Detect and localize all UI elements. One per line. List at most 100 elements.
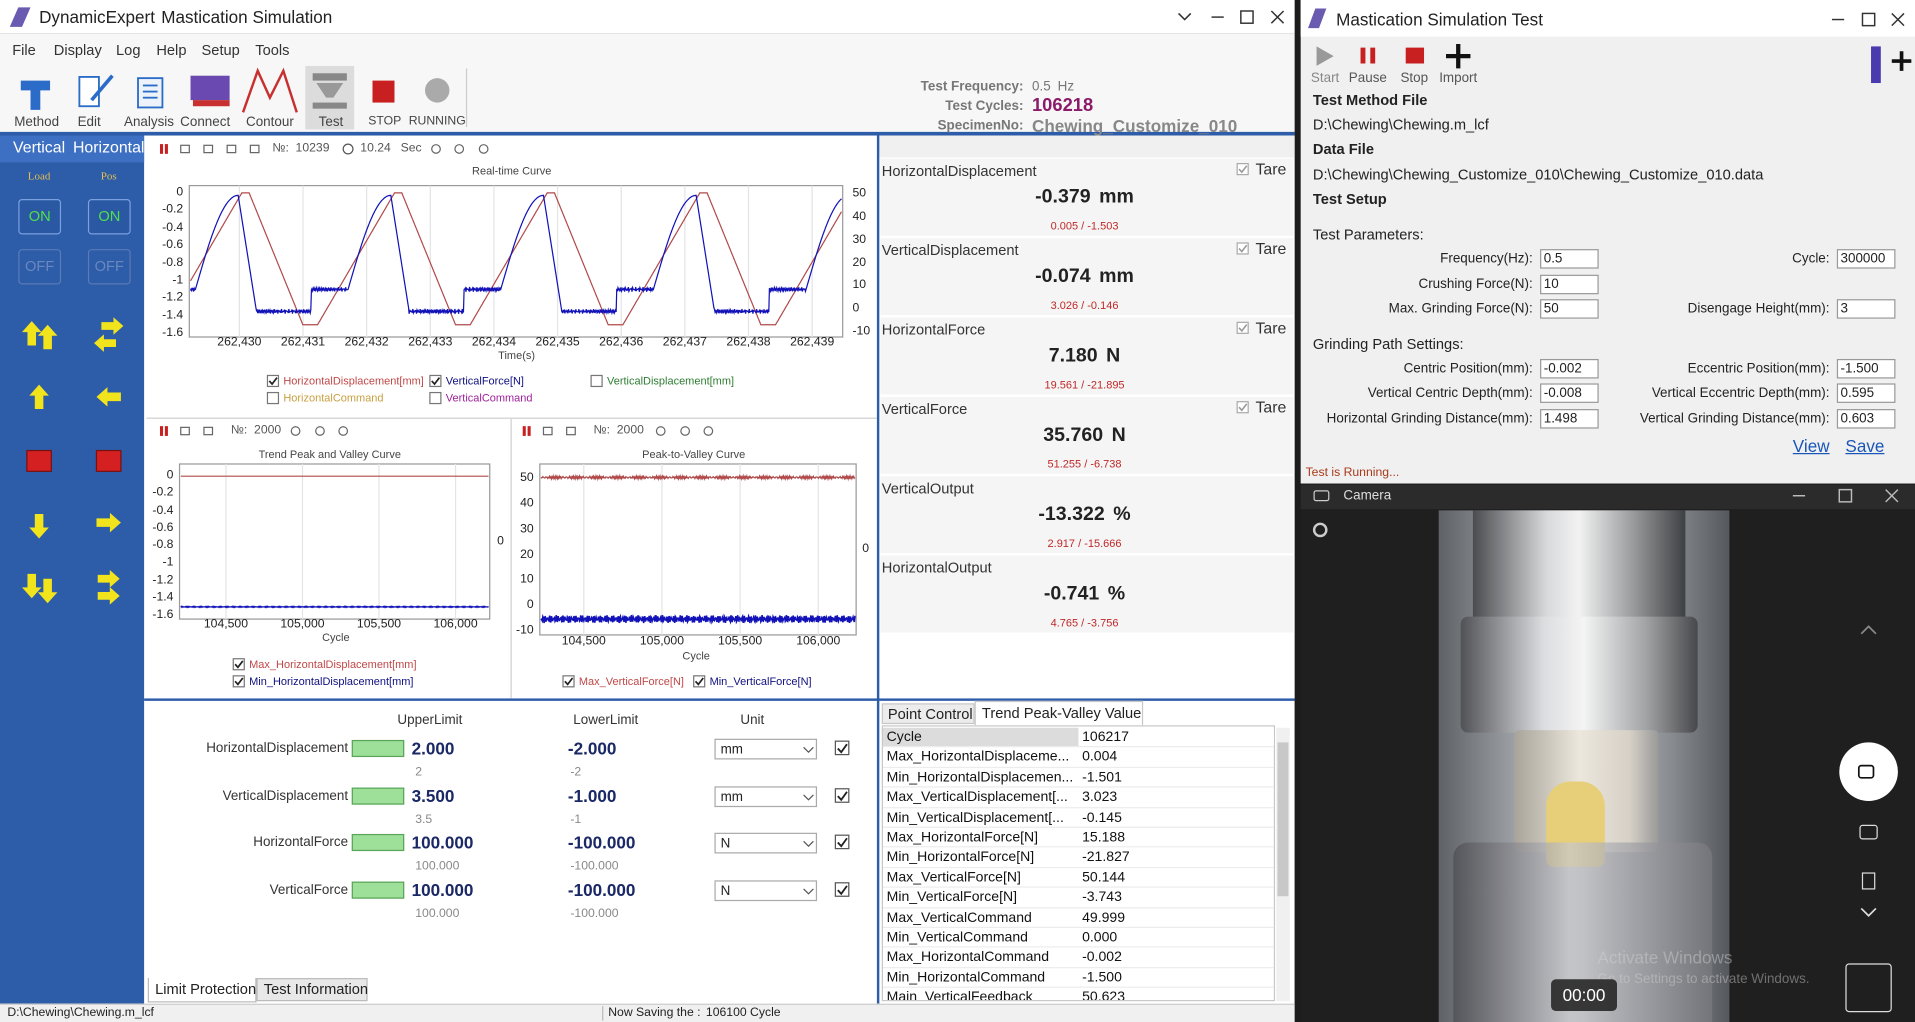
menu-item[interactable]: Display bbox=[53, 41, 102, 59]
jog-arrow[interactable] bbox=[94, 334, 117, 352]
unit-select[interactable]: N bbox=[714, 880, 818, 902]
axis-tab[interactable]: Horizontal bbox=[72, 137, 145, 157]
chart-tool-icon[interactable] bbox=[478, 144, 489, 154]
off-button[interactable]: OFF bbox=[87, 249, 131, 285]
chart-tool-icon[interactable] bbox=[680, 426, 691, 436]
enable-checkbox[interactable] bbox=[834, 740, 850, 756]
enable-checkbox[interactable] bbox=[834, 882, 850, 897]
toolbar-button[interactable]: STOP bbox=[368, 114, 402, 129]
checkbox[interactable] bbox=[266, 374, 280, 388]
toolbar-button[interactable]: Stop bbox=[1400, 70, 1429, 86]
input-field[interactable]: 10 bbox=[1540, 274, 1599, 295]
tab[interactable]: Trend Peak-Valley Value bbox=[974, 700, 1144, 726]
jog-arrow[interactable] bbox=[96, 387, 121, 407]
chart-tool-icon[interactable] bbox=[180, 144, 190, 154]
legend-entry[interactable]: VerticalCommand bbox=[445, 391, 533, 405]
input-field[interactable]: 300000 bbox=[1836, 249, 1896, 269]
jog-arrow[interactable] bbox=[101, 317, 124, 335]
photo-mode-button[interactable] bbox=[1859, 824, 1878, 840]
toolbar-button[interactable]: Pause bbox=[1348, 70, 1387, 86]
tare-label[interactable]: Tare bbox=[1255, 239, 1287, 258]
input-field[interactable]: 0.595 bbox=[1836, 383, 1896, 403]
input-field[interactable]: -0.002 bbox=[1540, 358, 1599, 379]
chart-tool-icon[interactable] bbox=[249, 144, 260, 154]
jog-arrow[interactable] bbox=[37, 324, 58, 350]
legend-entry[interactable]: Max_HorizontalDisplacement[mm] bbox=[249, 658, 417, 671]
axis-tab[interactable]: Vertical bbox=[13, 137, 66, 157]
menu-item[interactable]: Log bbox=[116, 41, 141, 59]
checkbox[interactable] bbox=[429, 374, 442, 388]
toolbar-button[interactable]: Contour bbox=[246, 114, 294, 130]
stop-button[interactable] bbox=[26, 449, 52, 472]
toolbar-button[interactable]: Analysis bbox=[123, 114, 175, 130]
document-mode-button[interactable] bbox=[1861, 872, 1876, 890]
tare-checkbox[interactable] bbox=[1236, 163, 1249, 176]
toolbar-button[interactable]: Method bbox=[14, 114, 60, 130]
toolbar-button[interactable]: RUNNING bbox=[408, 114, 466, 129]
toolbar-button[interactable]: Edit bbox=[77, 114, 101, 130]
settings-button[interactable] bbox=[1312, 522, 1328, 538]
menu-item[interactable]: Tools bbox=[255, 41, 290, 59]
menu-item[interactable]: File bbox=[12, 41, 36, 59]
unit-select[interactable]: mm bbox=[714, 786, 818, 808]
lower-limit[interactable]: -100.000 bbox=[567, 832, 636, 853]
tab[interactable]: Point Control bbox=[881, 703, 975, 725]
legend-entry[interactable]: VerticalDisplacement[mm] bbox=[606, 374, 735, 388]
unit-select[interactable]: mm bbox=[714, 738, 818, 760]
checkbox[interactable] bbox=[232, 675, 245, 688]
upper-limit[interactable]: 3.500 bbox=[411, 786, 455, 806]
scrollbar-thumb[interactable] bbox=[1277, 742, 1289, 897]
chart-tool-icon[interactable] bbox=[338, 426, 349, 436]
chart-tool-icon[interactable] bbox=[566, 426, 576, 436]
jog-arrow[interactable] bbox=[29, 514, 49, 539]
chart-tool-icon[interactable] bbox=[431, 144, 441, 154]
action-link[interactable]: Save bbox=[1845, 435, 1885, 456]
chart-tool-icon[interactable] bbox=[655, 426, 666, 436]
action-link[interactable]: View bbox=[1792, 435, 1830, 456]
tab[interactable]: Limit Protection bbox=[147, 978, 257, 1003]
checkbox[interactable] bbox=[232, 658, 245, 671]
chart-tool-icon[interactable] bbox=[290, 426, 301, 436]
toolbar-button[interactable]: Test bbox=[318, 114, 344, 130]
input-field[interactable]: 50 bbox=[1540, 299, 1599, 319]
jog-arrow[interactable] bbox=[96, 512, 121, 533]
checkbox[interactable] bbox=[266, 391, 280, 405]
jog-arrow[interactable] bbox=[97, 569, 120, 588]
off-button[interactable]: OFF bbox=[18, 249, 62, 285]
input-field[interactable]: -0.008 bbox=[1540, 383, 1599, 403]
checkbox[interactable] bbox=[693, 675, 706, 688]
legend-entry[interactable]: HorizontalCommand bbox=[283, 391, 384, 405]
unit-select[interactable]: N bbox=[714, 832, 818, 854]
checkbox[interactable] bbox=[562, 675, 575, 688]
legend-entry[interactable]: Max_VerticalForce[N] bbox=[578, 675, 684, 688]
on-button[interactable]: ON bbox=[18, 199, 62, 235]
toolbar-button[interactable]: Connect bbox=[180, 114, 231, 130]
enable-checkbox[interactable] bbox=[834, 834, 850, 850]
menu-item[interactable]: Help bbox=[156, 41, 187, 59]
jog-arrow[interactable] bbox=[37, 578, 58, 604]
menu-item[interactable]: Setup bbox=[201, 41, 240, 59]
input-field[interactable]: 0.603 bbox=[1836, 409, 1896, 429]
jog-arrow[interactable] bbox=[97, 587, 120, 605]
chart-tool-icon[interactable] bbox=[454, 144, 465, 154]
tab[interactable]: Test Information bbox=[256, 978, 368, 1002]
checkbox[interactable] bbox=[590, 374, 603, 388]
enable-checkbox[interactable] bbox=[834, 788, 850, 803]
input-field[interactable]: 1.498 bbox=[1540, 409, 1599, 429]
toolbar-button[interactable]: Import bbox=[1439, 70, 1478, 86]
upper-limit[interactable]: 100.000 bbox=[411, 880, 474, 900]
chart-tool-icon[interactable] bbox=[703, 426, 714, 436]
capture-button[interactable] bbox=[1839, 742, 1898, 801]
checkbox[interactable] bbox=[429, 391, 442, 405]
stop-button[interactable] bbox=[95, 449, 122, 472]
legend-entry[interactable]: VerticalForce[N] bbox=[445, 374, 524, 388]
toolbar-button[interactable]: Start bbox=[1310, 70, 1340, 86]
tare-label[interactable]: Tare bbox=[1255, 318, 1287, 338]
legend-entry[interactable]: Min_HorizontalDisplacement[mm] bbox=[249, 675, 414, 688]
input-field[interactable]: 3 bbox=[1836, 299, 1896, 319]
legend-entry[interactable]: HorizontalDisplacement[mm] bbox=[283, 374, 424, 388]
gallery-button[interactable] bbox=[1845, 963, 1892, 1013]
chart-tool-icon[interactable] bbox=[203, 144, 214, 154]
chart-tool-icon[interactable] bbox=[203, 426, 214, 436]
on-button[interactable]: ON bbox=[87, 199, 131, 235]
